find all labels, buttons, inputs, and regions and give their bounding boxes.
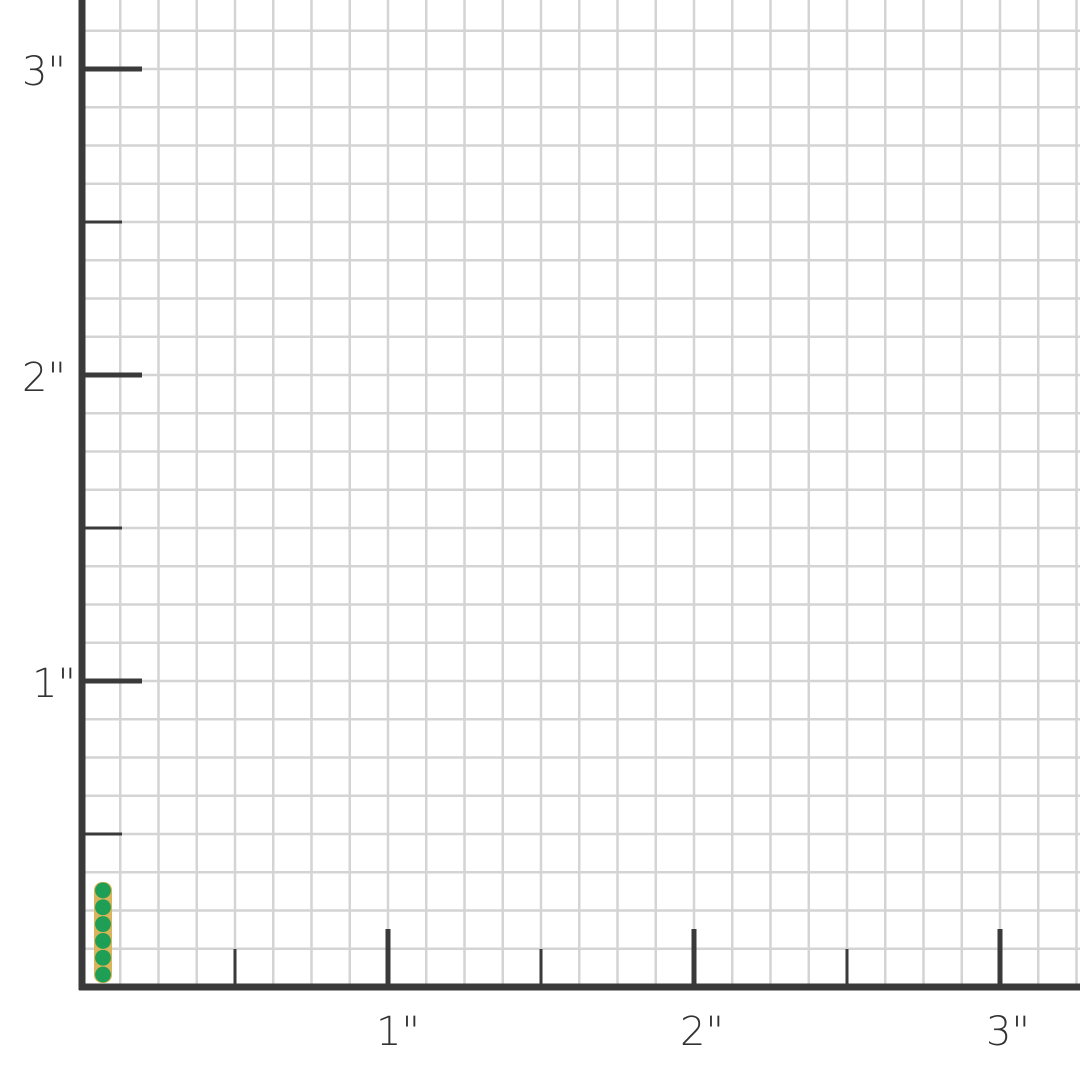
ticks xyxy=(82,66,1003,987)
earring-image xyxy=(94,882,112,983)
emerald-stone xyxy=(95,882,111,899)
y-label-3: 3" xyxy=(22,49,66,95)
emerald-stone xyxy=(95,933,111,949)
emerald-stone xyxy=(95,916,111,933)
x-label-3: 3" xyxy=(986,1009,1030,1055)
emerald-stone xyxy=(95,949,111,966)
y-label-2: 2" xyxy=(22,355,66,401)
emerald-stone xyxy=(95,966,111,983)
x-label-2: 2" xyxy=(680,1009,724,1055)
y-label-1: 1" xyxy=(32,661,76,707)
grid xyxy=(82,0,1080,987)
emerald-stone xyxy=(95,899,111,916)
x-label-1: 1" xyxy=(376,1009,420,1055)
